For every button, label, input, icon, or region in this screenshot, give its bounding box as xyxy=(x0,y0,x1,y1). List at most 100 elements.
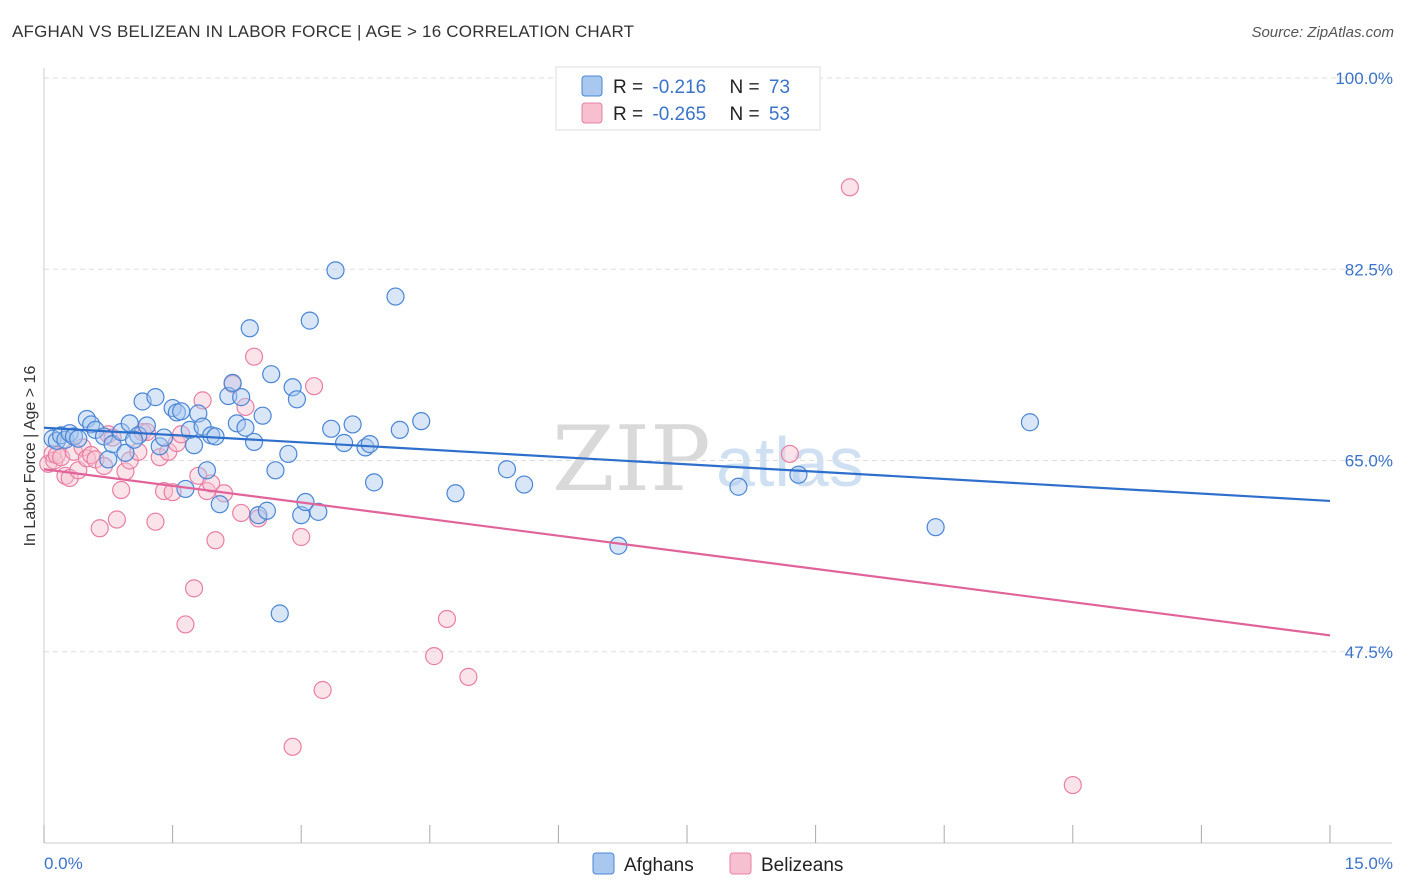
belizean-point xyxy=(129,442,148,461)
belizean-point xyxy=(780,444,799,464)
watermark-zip: ZIP xyxy=(552,407,711,512)
afghan-point xyxy=(210,495,229,514)
afghan-point xyxy=(223,373,242,393)
afghan-point xyxy=(172,402,191,421)
bottom-legend-afghans: Afghans xyxy=(624,855,694,876)
afghan-point xyxy=(300,311,319,330)
afghan-point xyxy=(154,428,174,447)
bottom-legend-belizeans: Belizeans xyxy=(761,855,843,876)
legend-n-value-2: 53 xyxy=(769,104,790,125)
y-tick-labels: 100.0% 82.5% 65.0% 47.5% xyxy=(1335,69,1393,662)
afghan-point xyxy=(240,319,259,338)
afghan-point xyxy=(150,437,169,456)
legend-r-value-2: -0.265 xyxy=(652,104,706,125)
afghan-point xyxy=(360,435,379,454)
y-axis-label: In Labor Force | Age > 16 xyxy=(22,366,39,547)
afghan-point xyxy=(232,388,251,407)
bottom-swatch-belizeans xyxy=(729,852,752,875)
afghan-point xyxy=(446,484,465,503)
afghan-point xyxy=(124,430,144,449)
belizean-point xyxy=(184,579,204,598)
afghan-point xyxy=(515,475,534,494)
afghan-point xyxy=(270,604,289,623)
legend-n-label-2: N = xyxy=(730,104,765,125)
afghan-point xyxy=(69,429,88,448)
x-tick-label: 15.0% xyxy=(1345,854,1393,873)
belizean-point xyxy=(206,531,225,550)
x-tick-label: 0.0% xyxy=(44,854,83,873)
afghan-point xyxy=(412,412,431,431)
afghan-point xyxy=(137,416,156,435)
y-tick-label: 47.5% xyxy=(1345,643,1393,662)
series-legend: Afghans Belizeans xyxy=(592,852,843,876)
svg-text:R = -0.265 N =: R = -0.265 N = 53 xyxy=(613,104,790,125)
belizean-point xyxy=(176,615,195,634)
correlation-legend: R = -0.216 N = 73 R = -0.265 N = 53 xyxy=(555,66,821,131)
afghan-trend-line xyxy=(43,426,1331,503)
afghan-point xyxy=(1020,413,1040,432)
x-ticks xyxy=(43,825,1331,843)
afghan-point xyxy=(257,501,277,520)
belizean-point xyxy=(232,503,251,523)
belizean-point xyxy=(292,527,311,547)
belizean-trend-line xyxy=(43,468,1331,637)
afghan-point xyxy=(309,502,328,521)
legend-r-label-2: R = xyxy=(613,104,648,125)
belizean-point xyxy=(304,377,324,396)
afghan-point xyxy=(609,536,628,555)
belizean-point xyxy=(459,667,478,686)
afghan-point xyxy=(279,444,298,464)
belizean-point xyxy=(437,609,457,629)
afghan-point xyxy=(266,461,285,480)
afghan-point xyxy=(249,506,268,525)
belizean-point xyxy=(840,178,859,197)
legend-swatch-afghans xyxy=(581,75,603,97)
legend-r-value-1: -0.216 xyxy=(652,77,706,98)
afghan-point xyxy=(253,406,272,425)
afghan-point xyxy=(334,433,354,453)
afghan-point xyxy=(227,414,246,433)
afghan-point xyxy=(236,418,255,437)
legend-swatch-belizeans xyxy=(581,102,603,124)
legend-n-value-1: 73 xyxy=(769,77,790,98)
source-credit: Source: ZipAtlas.com xyxy=(1251,24,1394,41)
afghan-point xyxy=(386,287,405,306)
x-tick-labels: 0.0% 15.0% xyxy=(44,854,1393,873)
afghan-point xyxy=(197,461,216,480)
afghan-point xyxy=(390,420,409,439)
bottom-swatch-afghans xyxy=(592,852,615,875)
afghan-point xyxy=(146,388,165,407)
belizean-point xyxy=(313,680,332,700)
y-tick-label: 82.5% xyxy=(1345,260,1393,279)
afghan-point xyxy=(322,419,341,438)
belizean-point xyxy=(112,480,131,500)
grid-lines xyxy=(44,77,1392,653)
belizean-point xyxy=(283,737,302,756)
belizean-point xyxy=(146,512,165,531)
afghan-point xyxy=(283,378,302,397)
afghan-point xyxy=(116,443,135,462)
afghan-point xyxy=(184,436,204,455)
afghan-point xyxy=(287,390,307,409)
legend-r-label-1: R = xyxy=(613,77,648,98)
afghan-point xyxy=(244,432,264,452)
afghan-point xyxy=(729,477,748,496)
chart-title: AFGHAN VS BELIZEAN IN LABOR FORCE | AGE … xyxy=(12,22,635,41)
afghan-point xyxy=(99,450,118,469)
belizean-points xyxy=(39,178,1082,795)
afghan-point xyxy=(326,261,345,280)
afghan-point xyxy=(926,518,945,537)
trend-lines xyxy=(43,426,1331,637)
legend-n-label-1: N = xyxy=(730,77,765,98)
svg-text:R = -0.216 N =: R = -0.216 N = 73 xyxy=(613,77,790,98)
afghan-points xyxy=(43,261,1040,623)
afghan-point xyxy=(364,473,384,492)
belizean-point xyxy=(90,519,109,538)
belizean-point xyxy=(107,510,126,529)
belizean-point xyxy=(244,347,264,366)
y-tick-label: 100.0% xyxy=(1335,69,1393,88)
afghan-point xyxy=(497,460,517,479)
afghan-point xyxy=(262,365,281,384)
afghan-point xyxy=(789,465,808,484)
